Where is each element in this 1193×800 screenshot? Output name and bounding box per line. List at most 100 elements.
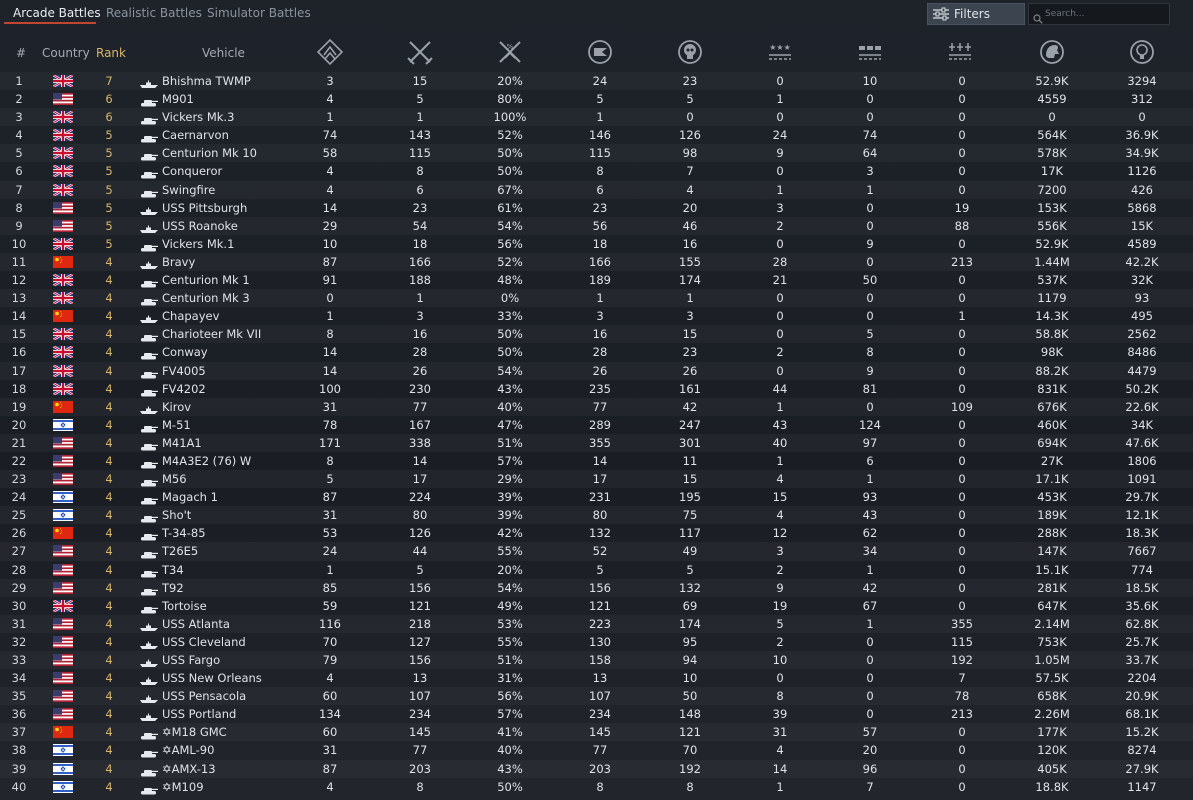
row-rank: 4 — [105, 580, 113, 595]
silver-lions-value: 120K — [1037, 743, 1067, 758]
naval-kills-value: 78 — [954, 689, 970, 704]
table-row[interactable]: 33 4 USS Fargo 79 156 51% 158 94 10 0 192 1.05M 33.7… — [0, 651, 1193, 669]
naval-kills-value: 0 — [958, 417, 966, 432]
table-row[interactable]: 6 5 Conqueror 4 8 50% 8 7 0 3 0 17K 1126 — [0, 162, 1193, 180]
silver-lions-value: 58.8K — [1035, 327, 1069, 342]
tab-arcade-battles[interactable]: Arcade Battles — [13, 6, 101, 20]
table-row[interactable]: 14 4 Chapayev 1 3 33% 3 3 0 0 1 14.3K 495 — [0, 307, 1193, 325]
silver-lions-icon[interactable] — [1037, 37, 1067, 67]
table-row[interactable]: 23 4 M56 5 17 29% 17 15 4 1 0 17.1K 1091 — [0, 470, 1193, 488]
research-points-value: 22.6K — [1125, 399, 1159, 414]
respawns-icon[interactable] — [585, 37, 615, 67]
table-row[interactable]: 12 4 Centurion Mk 1 91 188 48% 189 174 21 50 0 537K… — [0, 271, 1193, 289]
table-row[interactable]: 2 6 M901 4 5 80% 5 5 1 0 0 4559 312 — [0, 90, 1193, 108]
table-row[interactable]: 26 4 T-34-85 53 126 42% 132 117 12 62 0 288K 18.3K — [0, 524, 1193, 542]
table-row[interactable]: 30 4 Tortoise 59 121 49% 121 69 19 67 0 647K 35.6K — [0, 597, 1193, 615]
battles-value: 0 — [326, 291, 334, 306]
tank-icon — [140, 782, 158, 795]
col-rank-header[interactable]: Rank — [96, 46, 126, 60]
win-rate-icon[interactable]: % — [495, 37, 525, 67]
table-row[interactable]: 15 4 Charioteer Mk VII 8 16 50% 16 15 0 5 0 58.8K 25… — [0, 325, 1193, 343]
deaths-value: 46 — [682, 218, 698, 233]
research-points-icon[interactable] — [1127, 37, 1157, 67]
col-vehicle-header[interactable]: Vehicle — [202, 46, 245, 60]
battles-value: 31 — [322, 399, 338, 414]
air-kills-value: 5 — [776, 616, 784, 631]
row-index: 12 — [11, 273, 27, 288]
col-country-header[interactable]: Country — [42, 46, 90, 60]
silver-lions-value: 578K — [1037, 146, 1067, 161]
table-row[interactable]: 8 5 USS Pittsburgh 14 23 61% 23 20 3 0 19 153K 5868 — [0, 199, 1193, 217]
vehicle-name: T92 — [162, 580, 184, 595]
table-row[interactable]: 35 4 USS Pensacola 60 107 56% 107 50 8 0 78 658K 20.… — [0, 687, 1193, 705]
table-row[interactable]: 37 4 ✡M18 GMC 60 145 41% 145 121 31 57 0 177K 15.2K — [0, 723, 1193, 741]
ground-kills-value: 0 — [866, 309, 874, 324]
vehicle-name: Conway — [162, 345, 208, 360]
table-row[interactable]: 13 4 Centurion Mk 3 0 1 0% 1 1 0 0 0 1179 93 — [0, 289, 1193, 307]
victories-icon[interactable] — [405, 37, 435, 67]
row-rank: 4 — [105, 508, 113, 523]
vehicle-name: Conqueror — [162, 164, 223, 179]
deaths-value: 174 — [679, 616, 701, 631]
tab-realistic-battles[interactable]: Realistic Battles — [106, 6, 202, 20]
table-row[interactable]: 34 4 USS New Orleans 4 13 31% 13 10 0 0 7 57.5K 2204 — [0, 669, 1193, 687]
table-row[interactable]: 10 5 Vickers Mk.1 10 18 56% 18 16 0 9 0 52.9K 4589 — [0, 235, 1193, 253]
silver-lions-value: 288K — [1037, 526, 1067, 541]
row-rank: 7 — [105, 74, 113, 88]
col-index-header[interactable]: # — [16, 46, 27, 60]
silver-lions-value: 676K — [1037, 399, 1067, 414]
search-input[interactable] — [1045, 5, 1167, 23]
table-row[interactable]: 25 4 Sho't 31 80 39% 80 75 4 43 0 189K 12.1K — [0, 506, 1193, 524]
table-row[interactable]: 5 5 Centurion Mk 10 58 115 50% 115 98 9 64 0 578K 34… — [0, 144, 1193, 162]
table-row[interactable]: 7 5 Swingfire 4 6 67% 6 4 1 1 0 7200 426 — [0, 181, 1193, 199]
ground-kills-value: 7 — [866, 779, 874, 794]
flag-usa-icon — [53, 617, 73, 630]
table-row[interactable]: 39 4 ✡AMX-13 87 203 43% 203 192 14 96 0 405K 27.9K — [0, 760, 1193, 778]
table-row[interactable]: 18 4 FV4202 100 230 43% 235 161 44 81 0 831K 50.2K — [0, 380, 1193, 398]
filters-button[interactable]: Filters — [927, 3, 1025, 25]
respawns-value: 80 — [592, 508, 608, 523]
ground-kills-icon[interactable] — [855, 37, 885, 67]
vehicle-name: T-34-85 — [162, 526, 206, 541]
table-row[interactable]: 1 7 Bhishma TWMP 3 15 20% 24 23 0 10 0 52.9K 3294 — [0, 72, 1193, 90]
table-row[interactable]: 22 4 M4A3E2 (76) W 8 14 57% 14 11 1 6 0 27K 1806 — [0, 452, 1193, 470]
table-row[interactable]: 32 4 USS Cleveland 70 127 55% 130 95 2 0 115 753K 25… — [0, 633, 1193, 651]
table-row[interactable]: 40 4 ✡M109 4 8 50% 8 8 1 7 0 18.8K 1147 — [0, 778, 1193, 796]
table-row[interactable]: 9 5 USS Roanoke 29 54 54% 56 46 2 0 88 556K 15K — [0, 217, 1193, 235]
victories-value: 8 — [416, 164, 424, 179]
ground-kills-value: 124 — [859, 417, 881, 432]
table-row[interactable]: 24 4 Magach 1 87 224 39% 231 195 15 93 0 453K 29.7K — [0, 488, 1193, 506]
table-row[interactable]: 28 4 T34 1 5 20% 5 5 2 1 0 15.1K 774 — [0, 561, 1193, 579]
table-row[interactable]: 27 4 T26E5 24 44 55% 52 49 3 34 0 147K 7667 — [0, 542, 1193, 560]
table-row[interactable]: 29 4 T92 85 156 54% 156 132 9 42 0 281K 18.5K — [0, 579, 1193, 597]
row-rank: 4 — [105, 327, 113, 342]
table-row[interactable]: 4 5 Caernarvon 74 143 52% 146 126 24 74 0 564K 36.9K — [0, 126, 1193, 144]
naval-kills-icon[interactable] — [945, 37, 975, 67]
air-kills-value: 9 — [776, 580, 784, 595]
air-kills-icon[interactable]: ★★★ — [765, 37, 795, 67]
row-index: 26 — [11, 526, 27, 541]
row-rank: 4 — [105, 616, 113, 631]
table-row[interactable]: 36 4 USS Portland 134 234 57% 234 148 39 0 213 2.26… — [0, 705, 1193, 723]
table-row[interactable]: 38 4 ✡AML-90 31 77 40% 77 70 4 20 0 120K 8274 — [0, 741, 1193, 759]
search-box[interactable] — [1028, 3, 1170, 25]
table-row[interactable]: 20 4 M-51 78 167 47% 289 247 43 124 0 460K 34K — [0, 416, 1193, 434]
tab-simulator-battles[interactable]: Simulator Battles — [207, 6, 311, 20]
table-row[interactable]: 16 4 Conway 14 28 50% 28 23 2 8 0 98K 8486 — [0, 343, 1193, 361]
ship-icon — [140, 203, 158, 215]
table-row[interactable]: 31 4 USS Atlanta 116 218 53% 223 174 5 1 355 2.14M 6… — [0, 615, 1193, 633]
table-row[interactable]: 3 6 Vickers Mk.3 1 1 100% 1 0 0 0 0 0 0 — [0, 108, 1193, 126]
table-row[interactable]: 17 4 FV4005 14 26 54% 26 26 0 9 0 88.2K 4479 — [0, 362, 1193, 380]
naval-kills-value: 0 — [958, 363, 966, 378]
row-index: 11 — [11, 254, 27, 269]
win-rate-value: 54% — [497, 218, 523, 233]
table-row[interactable]: 21 4 M41A1 171 338 51% 355 301 40 97 0 694K 47.6K — [0, 434, 1193, 452]
battles-value: 5 — [326, 472, 334, 487]
vehicle-name: Vickers Mk.1 — [162, 236, 235, 251]
flag-uk-icon — [53, 237, 73, 250]
table-row[interactable]: 11 4 Bravy 87 166 52% 166 155 28 0 213 1.44M 42.2K — [0, 253, 1193, 271]
tank-icon — [140, 329, 158, 342]
table-row[interactable]: 19 4 Kirov 31 77 40% 77 42 1 0 109 676K 22.6K — [0, 398, 1193, 416]
battles-icon[interactable] — [315, 37, 345, 67]
deaths-icon[interactable] — [675, 37, 705, 67]
